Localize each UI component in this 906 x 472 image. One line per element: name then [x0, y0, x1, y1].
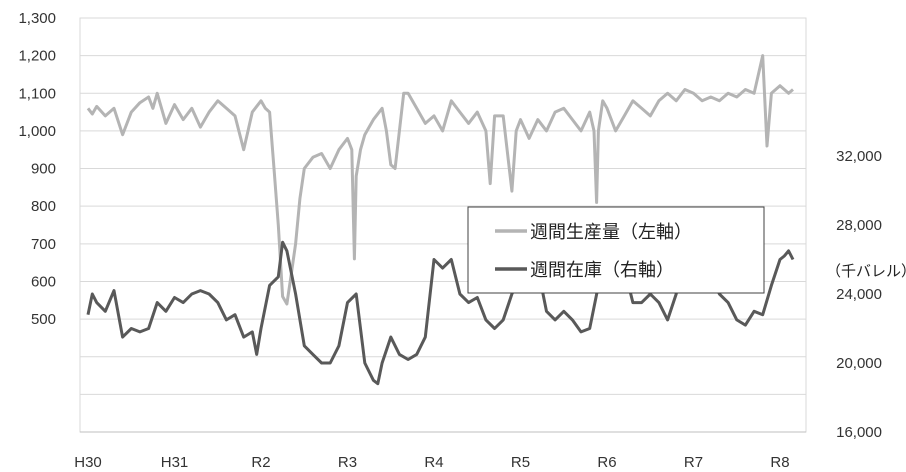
left-axis-tick-label: 700 [31, 236, 56, 253]
legend-entry-label: 週間生産量（左軸） [530, 222, 692, 243]
right-axis-tick-label: 32,000 [836, 148, 882, 165]
left-axis-tick-label: 1,200 [18, 48, 56, 65]
right-axis-unit: （千バレル） [826, 262, 906, 280]
right-axis-tick-label: 16,000 [836, 424, 882, 441]
x-axis-tick-label: H31 [161, 454, 189, 471]
left-axis-tick-label: 600 [31, 273, 56, 290]
x-axis-tick-label: R6 [597, 454, 616, 471]
right-axis-tick-label: 24,000 [836, 286, 882, 303]
left-axis-tick-label: 500 [31, 311, 56, 328]
x-axis-tick-label: R2 [251, 454, 270, 471]
right-axis-tick-label: 28,000 [836, 217, 882, 234]
left-axis-tick-label: 900 [31, 161, 56, 178]
legend-box [467, 206, 765, 294]
x-axis-ticks: H30 H31 R2 R3 R4 R5 R6 R7 R8 [74, 454, 789, 471]
x-axis-tick-label: R8 [770, 454, 789, 471]
x-axis-tick-label: R4 [424, 454, 443, 471]
right-axis-ticks: 32,000 28,000 24,000 20,000 16,000 [836, 148, 882, 441]
x-axis-tick-label: R7 [684, 454, 703, 471]
left-axis-tick-label: 800 [31, 198, 56, 215]
left-axis-tick-label: 1,100 [18, 85, 56, 102]
left-axis-tick-label: 1,300 [18, 10, 56, 27]
x-axis-tick-label: R3 [338, 454, 357, 471]
left-axis-ticks: 1,300 1,200 1,100 1,000 900 800 700 600 500 [18, 10, 56, 328]
x-axis-tick-label: H30 [74, 454, 102, 471]
legend-entry-label: 週間在庫（右軸） [530, 260, 674, 281]
right-axis-tick-label: 20,000 [836, 355, 882, 372]
legend: 週間生産量（左軸） 週間在庫（右軸） [467, 206, 765, 294]
x-axis-tick-label: R5 [511, 454, 530, 471]
series-line-1 [86, 54, 794, 306]
left-axis-tick-label: 1,000 [18, 123, 56, 140]
gridlines [80, 17, 806, 433]
